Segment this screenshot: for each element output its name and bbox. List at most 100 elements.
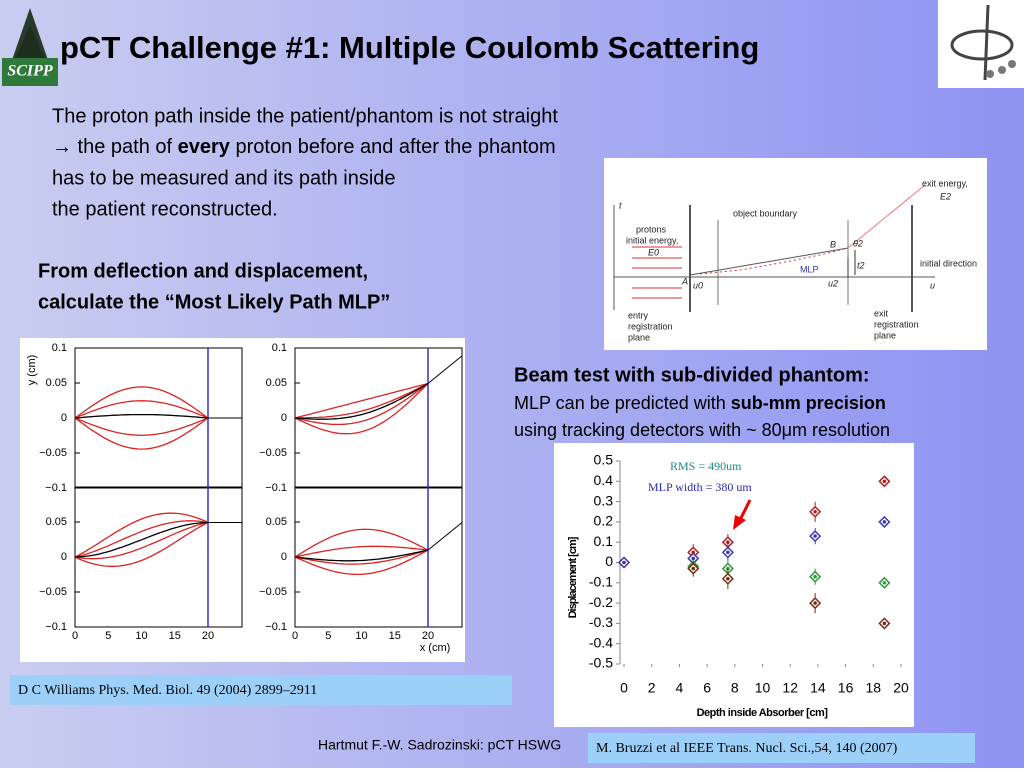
diagram-label: exit <box>874 308 889 318</box>
x-tick-label: 16 <box>838 680 854 696</box>
beam-text: MLP can be predicted with <box>514 393 731 413</box>
x-tick-label: 0 <box>620 680 628 696</box>
y-axis-label: Displacement [cm] <box>567 536 579 618</box>
x-axis-label: Depth inside Absorber [cm] <box>697 707 829 719</box>
y-tick-label: 0.1 <box>272 342 287 354</box>
y-tick-label: 0.05 <box>266 377 287 389</box>
beam-line: MLP can be predicted with sub-mm precisi… <box>514 393 886 413</box>
trajectory <box>294 549 429 565</box>
x-tick-label: 0 <box>72 630 78 642</box>
x-tick-label: 0 <box>292 630 298 642</box>
y-tick-label: −0.05 <box>259 586 287 598</box>
annotation: RMS = 490um <box>670 459 742 473</box>
diagram-label: registration <box>874 319 919 329</box>
intro-line: has to be measured and its path inside <box>52 167 396 189</box>
point-center <box>726 540 730 544</box>
intro-line: The proton path inside the patient/phant… <box>52 105 558 127</box>
y-tick-label: -0.3 <box>589 614 613 630</box>
diagram-label: A <box>681 276 688 286</box>
beam-heading: Beam test with sub-divided phantom: <box>514 364 870 386</box>
diagram-label: E2 <box>940 191 951 201</box>
trajectory <box>74 520 209 558</box>
diagram-label: u0 <box>693 280 703 290</box>
point-center <box>882 621 887 626</box>
logo-text: SCIPP <box>7 63 53 80</box>
x-tick-label: 10 <box>755 680 771 696</box>
diagram-label: θ2 <box>853 238 863 248</box>
diagram-label: MLP <box>800 264 819 274</box>
x-tick-label: 10 <box>135 630 147 642</box>
subheading-line: calculate the “Most Likely Path MLP” <box>38 291 390 313</box>
y-tick-label: −0.1 <box>265 621 287 633</box>
beam-test: Beam test with sub-divided phantom: MLP … <box>514 364 890 439</box>
trajectory <box>74 386 209 419</box>
logo-right <box>938 0 1024 88</box>
point-center <box>813 574 817 579</box>
logo-left: SCIPP <box>2 8 58 86</box>
y-tick-label: −0.1 <box>45 482 67 494</box>
y-tick-label: -0.5 <box>589 655 613 671</box>
y-tick-label: -0.4 <box>589 634 613 650</box>
y-axis-label: y (cm) <box>26 355 38 386</box>
citation: D C Williams Phys. Med. Biol. 49 (2004) … <box>18 683 317 698</box>
intro-emphasis: every <box>178 136 231 158</box>
point-center <box>882 479 887 484</box>
trajectory <box>294 382 429 420</box>
y-tick-label: 0.05 <box>46 516 67 528</box>
intro: The proton path inside the patient/phant… <box>52 105 558 220</box>
y-tick-label: -0.2 <box>589 594 613 610</box>
y-tick-label: −0.05 <box>39 586 67 598</box>
y-tick-label: 0.2 <box>594 513 614 529</box>
y-tick-label: 0 <box>281 551 287 563</box>
trajectory <box>74 417 209 436</box>
diagram-label: registration <box>628 321 673 331</box>
pointer-arrow <box>738 499 752 521</box>
point-center <box>622 560 626 565</box>
citation-box <box>588 733 975 763</box>
y-tick-label: −0.1 <box>265 482 287 494</box>
citation-box <box>10 675 512 705</box>
diagram-label: t <box>619 200 622 210</box>
trajectory <box>74 521 209 560</box>
intro-text: → the path of <box>52 136 178 158</box>
trajectory <box>294 545 429 558</box>
x-tick-label: 15 <box>389 630 401 642</box>
x-tick-label: 20 <box>893 680 909 696</box>
diagram-label: E0 <box>648 247 659 257</box>
exit-direction <box>427 522 463 551</box>
intro-line: the patient reconstructed. <box>52 198 278 220</box>
y-tick-label: −0.05 <box>259 447 287 459</box>
x-tick-label: 5 <box>325 630 331 642</box>
y-tick-label: 0 <box>281 412 287 424</box>
y-tick-label: 0.1 <box>52 342 67 354</box>
trajectory <box>74 400 209 419</box>
diagram-label: B <box>830 239 836 249</box>
point-center <box>882 520 887 524</box>
subheading-line: From deflection and displacement, <box>38 260 368 282</box>
x-tick-label: 10 <box>355 630 367 642</box>
diagram-label: entry <box>628 310 649 320</box>
title: pCT Challenge #1: Multiple Coulomb Scatt… <box>60 30 759 65</box>
x-tick-label: 8 <box>731 680 739 696</box>
beam-line: using tracking detectors with ~ 80μm res… <box>514 420 890 440</box>
point-center <box>813 601 817 605</box>
x-tick-label: 14 <box>810 680 826 696</box>
intro-line: → the path of every proton before and af… <box>52 136 556 158</box>
y-tick-label: 0.4 <box>594 472 614 488</box>
displacement-chart: 0.5 0.4 0.3 0.2 0.1 0 -0.1 -0.2 -0.3 -0.4 -0.5 0 2 4 6… <box>554 443 914 727</box>
annotation: MLP width = 380 um <box>648 480 752 494</box>
trajectory <box>74 512 209 558</box>
x-tick-label: 20 <box>422 630 434 642</box>
x-tick-label: 2 <box>648 680 656 696</box>
y-tick-label: 0.5 <box>594 452 614 468</box>
trajectory <box>294 549 429 576</box>
mcs-plots: 0.10.050−0.05−0.10.10.050−0.05−0.10.050−… <box>20 338 465 662</box>
x-axis-label: x (cm) <box>420 642 451 654</box>
x-tick-label: 4 <box>676 680 684 696</box>
diagram-label: initial energy, <box>626 235 678 245</box>
diagram-label: u2 <box>828 278 838 288</box>
x-tick-label: 15 <box>169 630 181 642</box>
x-tick-label: 12 <box>782 680 798 696</box>
y-tick-label: 0.05 <box>266 516 287 528</box>
trajectory <box>74 417 209 450</box>
